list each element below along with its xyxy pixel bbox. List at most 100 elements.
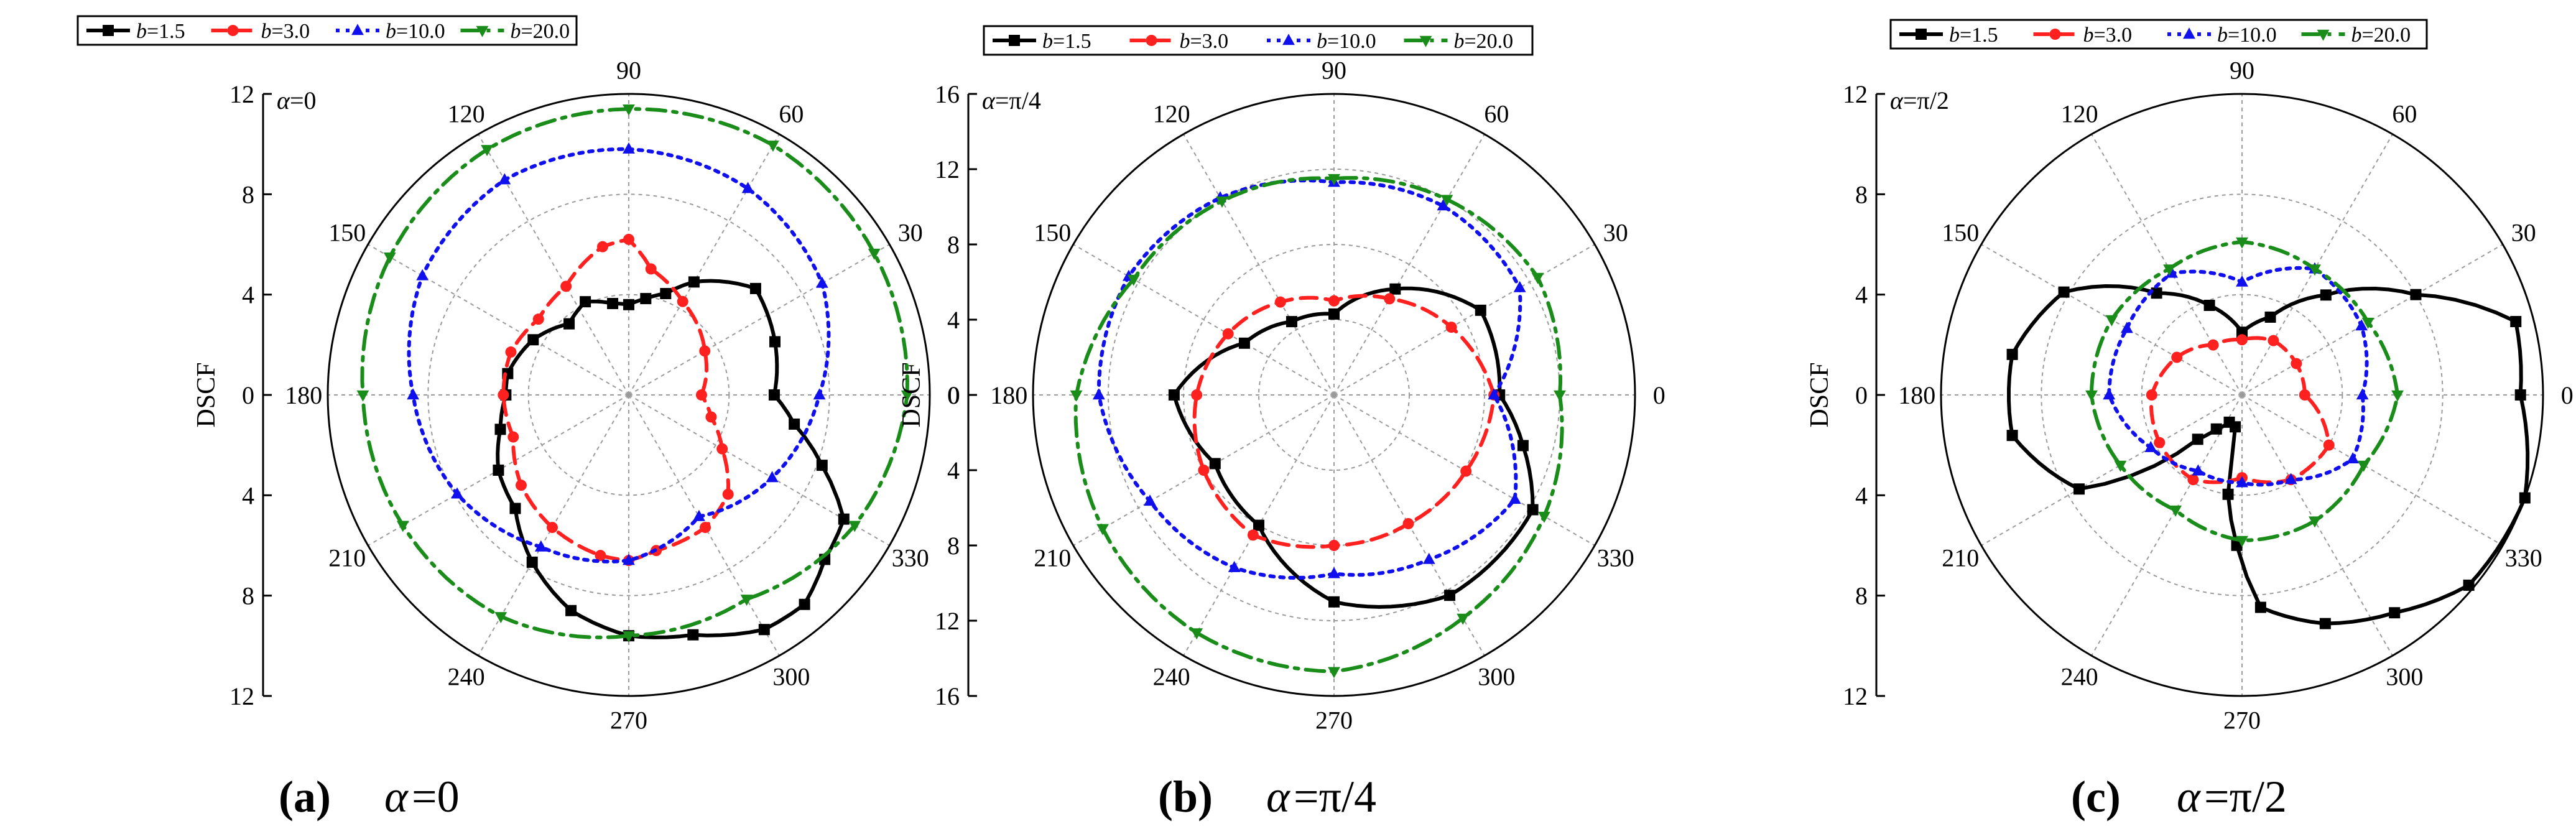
data-point-c-1-11 [2323, 439, 2335, 451]
legend-var: b [1317, 30, 1327, 53]
data-point-a-3-6 [356, 390, 369, 402]
data-point-a-3-7 [396, 521, 409, 532]
data-point-b-3-0 [1554, 390, 1566, 402]
data-point-b-1-3 [1328, 295, 1340, 307]
data-point-c-0-9 [2006, 348, 2018, 360]
legend-value: =10.0 [1327, 30, 1376, 53]
data-point-a-0-0 [768, 389, 780, 401]
series-b-2 [1092, 175, 1526, 580]
angle-label: 0 [2561, 381, 2574, 409]
data-point-a-2-6 [407, 388, 420, 400]
polar-plot-c: 0 30 60 90 120 150 180 210 240 270 300 330 12 8 4 0 4 8 12… [1805, 56, 2574, 734]
angle-label: 0 [1653, 381, 1666, 409]
data-point-a-2-0 [813, 388, 826, 400]
data-point-a-1-9 [498, 389, 509, 401]
legend-box [1889, 19, 2428, 50]
grid-spoke [2241, 394, 2393, 656]
legend-marker [1916, 29, 1927, 40]
angle-label: 30 [1603, 219, 1628, 247]
data-point-c-2-5 [2120, 322, 2133, 333]
data-point-b-0-7 [1209, 458, 1221, 470]
data-point-b-1-8 [1247, 529, 1259, 541]
data-point-c-2-7 [2144, 440, 2157, 452]
data-point-c-0-0 [2514, 389, 2526, 401]
data-point-a-0-20 [758, 624, 770, 636]
panel-c: 0 30 60 90 120 150 180 210 240 270 300 330 12 8 4 0 4 8 12… [1805, 19, 2574, 822]
legend-entry-label: b=20.0 [2351, 24, 2411, 47]
data-point-b-1-9 [1328, 540, 1340, 551]
corner-label-value: =π/4 [995, 86, 1041, 114]
data-point-a-0-24 [816, 460, 828, 471]
data-point-c-3-9 [2236, 535, 2248, 547]
data-point-b-2-1 [1513, 280, 1526, 292]
data-point-c-2-6 [2103, 388, 2116, 400]
data-point-b-1-2 [1384, 293, 1396, 305]
caption-alpha-b: α [1266, 772, 1290, 822]
data-point-b-1-6 [1191, 389, 1203, 401]
data-point-a-1-16 [700, 522, 711, 534]
angle-label: 210 [1034, 544, 1071, 572]
angle-label: 150 [328, 219, 366, 247]
radial-tick-label: 4 [947, 306, 960, 334]
data-point-c-0-19 [2319, 618, 2331, 629]
data-point-b-0-11 [1527, 504, 1539, 516]
data-point-a-3-11 [848, 521, 861, 532]
data-point-b-1-5 [1222, 328, 1234, 340]
outer-circle [1032, 93, 1636, 697]
data-point-b-3-4 [1216, 197, 1228, 208]
data-point-b-1-1 [1445, 322, 1457, 333]
data-point-b-2-8 [1228, 560, 1241, 572]
angle-label: 270 [610, 707, 647, 735]
y-axis-label: DSCF [192, 362, 221, 427]
data-point-c-3-2 [2309, 264, 2321, 276]
data-point-c-3-3 [2236, 237, 2248, 249]
angle-label: 270 [2223, 707, 2261, 735]
angle-label: 210 [1942, 544, 1979, 572]
radial-tick-label: 16 [935, 80, 960, 108]
legend-marker [1009, 35, 1020, 46]
angle-label: 300 [1478, 663, 1515, 691]
panel-b: 0 30 60 90 120 150 180 210 240 270 300 330 16 12 8 4 0 4 8… [897, 25, 1666, 822]
data-point-b-3-11 [1538, 511, 1550, 523]
polar-plot-a: 0 30 60 90 120 150 180 210 240 270 300 330 12 8 4 0 4 8 12… [192, 56, 960, 734]
series-line-a-0 [496, 279, 846, 639]
corner-label: α=0 [277, 86, 317, 114]
series-a-1 [498, 233, 734, 567]
radial-tick-label: 4 [1855, 481, 1868, 509]
angle-label: 120 [448, 100, 485, 127]
legend-box [76, 15, 578, 46]
data-point-c-0-4 [2264, 311, 2276, 323]
radial-tick-label: 4 [947, 457, 960, 484]
angle-label: 0 [948, 381, 960, 409]
angle-label: 240 [1153, 663, 1190, 691]
data-point-c-1-8 [2187, 474, 2199, 486]
data-point-c-2-0 [2356, 388, 2369, 400]
grid-spoke [1333, 134, 1485, 396]
data-point-c-1-4 [2207, 339, 2219, 351]
angle-label: 240 [2061, 663, 2098, 691]
data-point-a-2-3 [623, 142, 635, 154]
data-point-a-3-5 [383, 252, 396, 264]
grid-spoke [1073, 244, 1335, 396]
angle-label: 120 [2061, 100, 2098, 127]
legend-var: b [1454, 30, 1465, 53]
series-b-1 [1191, 293, 1500, 551]
data-point-c-0-6 [2203, 299, 2215, 311]
legend-value: =3.0 [272, 20, 310, 43]
radial-tick-label: 8 [242, 582, 254, 610]
data-point-c-1-7 [2154, 437, 2166, 448]
series-c-0 [2006, 284, 2531, 629]
legend-var: b [2083, 24, 2094, 47]
angle-label: 90 [616, 56, 641, 84]
angle-label: 60 [779, 100, 804, 127]
corner-label-symbol: α [1890, 86, 1904, 114]
data-point-c-0-10 [2006, 430, 2018, 442]
data-point-a-0-9 [563, 318, 575, 330]
grid-spoke [628, 244, 890, 396]
legend-box [983, 25, 1534, 56]
data-point-b-3-1 [1531, 272, 1544, 284]
data-point-a-3-2 [767, 141, 779, 152]
data-point-a-1-6 [560, 280, 572, 292]
data-point-b-0-5 [1238, 337, 1250, 349]
